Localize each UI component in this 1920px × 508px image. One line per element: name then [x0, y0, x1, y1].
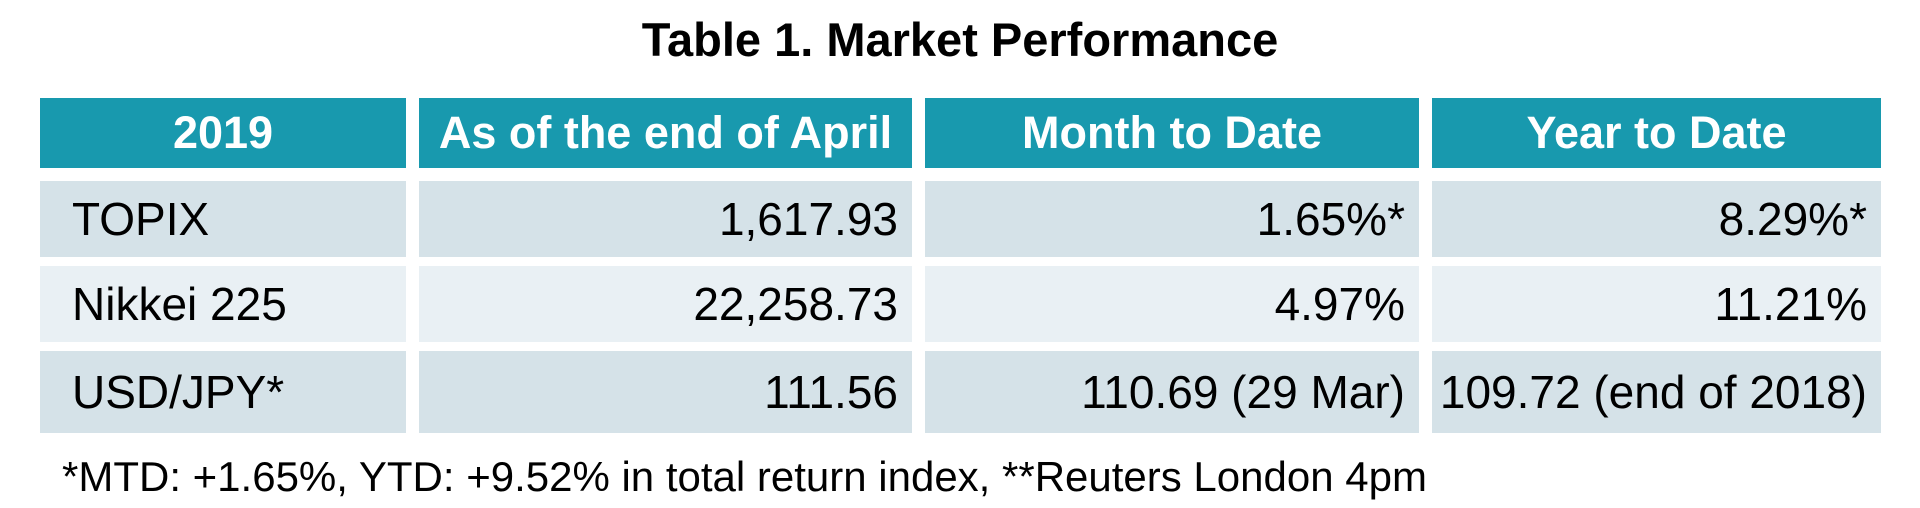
- header-cell-year: 2019: [40, 98, 406, 168]
- header-cell-april: As of the end of April: [419, 98, 912, 168]
- cell-topix-mtd: 1.65%*: [925, 181, 1419, 257]
- cell-topix-april: 1,617.93: [419, 181, 912, 257]
- cell-nikkei-ytd: 11.21%: [1432, 266, 1881, 342]
- cell-topix-ytd: 8.29%*: [1432, 181, 1881, 257]
- cell-nikkei-label: Nikkei 225: [40, 266, 406, 342]
- cell-usdjpy-mtd: 110.69 (29 Mar): [925, 351, 1419, 433]
- header-cell-ytd: Year to Date: [1432, 98, 1881, 168]
- table-header-row: 2019 As of the end of April Month to Dat…: [40, 98, 1881, 168]
- table-row-usdjpy: USD/JPY* 111.56 110.69 (29 Mar) 109.72 (…: [40, 351, 1881, 433]
- table-row-topix: TOPIX 1,617.93 1.65%* 8.29%*: [40, 181, 1881, 257]
- cell-nikkei-april: 22,258.73: [419, 266, 912, 342]
- header-cell-mtd: Month to Date: [925, 98, 1419, 168]
- table-title: Table 1. Market Performance: [641, 13, 1279, 66]
- cell-usdjpy-ytd: 109.72 (end of 2018): [1432, 351, 1881, 433]
- table-row-nikkei225: Nikkei 225 22,258.73 4.97% 11.21%: [40, 266, 1881, 342]
- cell-usdjpy-label: USD/JPY*: [40, 351, 406, 433]
- footnote: *MTD: +1.65%, YTD: +9.52% in total retur…: [62, 453, 1427, 500]
- cell-nikkei-mtd: 4.97%: [925, 266, 1419, 342]
- market-performance-table: 2019 As of the end of April Month to Dat…: [40, 98, 1881, 433]
- cell-usdjpy-april: 111.56: [419, 351, 912, 433]
- cell-topix-label: TOPIX: [40, 181, 406, 257]
